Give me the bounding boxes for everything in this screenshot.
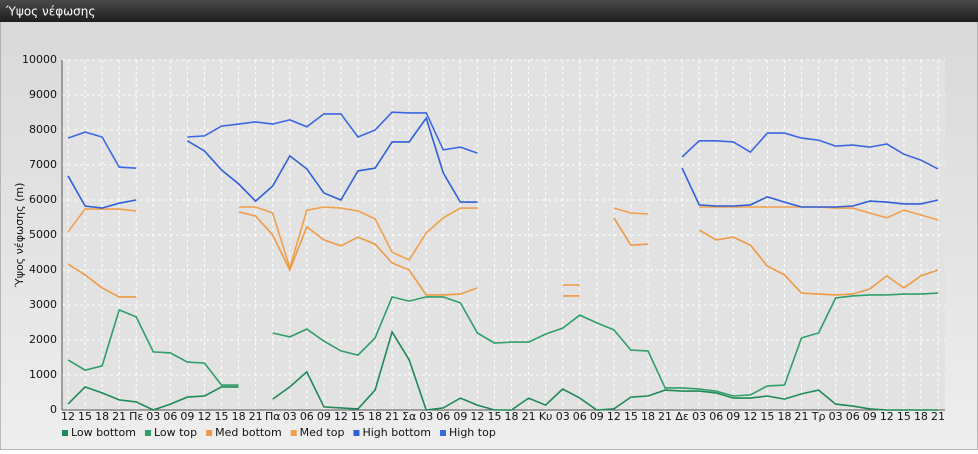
x-tick-label: Σα [402, 410, 416, 423]
x-tick-label: 18 [232, 410, 246, 423]
series-line [67, 211, 939, 298]
x-tick-label: 18 [368, 410, 382, 423]
x-tick-label: 12 [197, 410, 211, 423]
legend-swatch [440, 430, 446, 436]
x-tick-label: 06 [436, 410, 450, 423]
title-bar [0, 0, 978, 22]
x-tick-label: 06 [573, 410, 587, 423]
x-tick-label: 15 [487, 410, 501, 423]
legend-label: Low bottom [71, 426, 136, 439]
x-tick-label: 15 [897, 410, 911, 423]
legend-swatch [144, 430, 151, 436]
x-tick-label: 21 [385, 410, 399, 423]
chart-title: Ύψος νέφωσης [5, 5, 95, 19]
x-tick-label: 03 [829, 410, 843, 423]
x-tick-label: 21 [931, 410, 945, 423]
x-tick-label: 12 [470, 410, 484, 423]
x-tick-label: 12 [743, 410, 757, 423]
y-axis-label: Ύψος νέφωσης (m) [13, 183, 26, 289]
legend-swatch [353, 430, 360, 436]
x-tick-label: 09 [317, 410, 331, 423]
x-tick-label: 21 [795, 410, 809, 423]
x-tick-label: 18 [777, 410, 791, 423]
x-tick-label: 03 [692, 410, 706, 423]
legend-label: Med bottom [215, 426, 282, 439]
x-tick-label: 12 [61, 410, 75, 423]
legend-swatch [206, 430, 213, 436]
x-tick-label: 15 [351, 410, 365, 423]
y-tick-label: 1000 [29, 368, 57, 381]
x-tick-label: 18 [505, 410, 519, 423]
x-tick-label: Πα [265, 410, 281, 423]
y-tick-label: 4000 [29, 263, 57, 276]
x-tick-label: 06 [300, 410, 314, 423]
x-tick-label: 09 [726, 410, 740, 423]
y-tick-label: 5000 [29, 228, 57, 241]
x-tick-label: 09 [180, 410, 194, 423]
y-tick-label: 6000 [29, 193, 57, 206]
series-line [67, 329, 938, 411]
x-tick-label: 06 [709, 410, 723, 423]
x-tick-label: 21 [522, 410, 536, 423]
x-tick-label: 21 [249, 410, 263, 423]
x-tick-label: 15 [624, 410, 638, 423]
x-tick-label: 15 [760, 410, 774, 423]
x-tick-label: 18 [95, 410, 109, 423]
y-tick-label: 8000 [29, 123, 57, 136]
legend-label: High bottom [362, 426, 431, 439]
x-tick-label: 03 [283, 410, 297, 423]
x-tick-label: 03 [556, 410, 570, 423]
legend-label: High top [449, 426, 496, 439]
x-tick-label: 12 [334, 410, 348, 423]
x-tick-label: 06 [163, 410, 177, 423]
plot: 0 1000 2000 3000 4000 5000 6000 7000 8000 9000 100… [22, 53, 945, 439]
series-line [67, 292, 939, 397]
x-tick-label: Πε [129, 410, 143, 423]
x-tick-label: 03 [146, 410, 160, 423]
x-tick-label: 09 [590, 410, 604, 423]
y-tick-label: 2000 [29, 333, 57, 346]
x-tick-label: 18 [641, 410, 655, 423]
legend-swatch [62, 430, 68, 436]
y-tick-label: 0 [50, 403, 57, 416]
series-line [67, 111, 939, 170]
plot-area [62, 60, 945, 410]
x-tick-label: 21 [112, 410, 126, 423]
x-tick-label: 06 [846, 410, 860, 423]
legend-swatch [290, 430, 297, 436]
legend-label: Med top [300, 426, 345, 439]
y-tick-label: 10000 [22, 53, 57, 66]
x-tick-label: 03 [419, 410, 433, 423]
series-line [67, 206, 939, 286]
series-line [67, 116, 939, 209]
x-tick-label: 18 [914, 410, 928, 423]
x-tick-label: Δε [675, 410, 689, 423]
x-tick-label: Κυ [539, 410, 553, 423]
x-tick-label: 09 [453, 410, 467, 423]
x-tick-label: 12 [607, 410, 621, 423]
y-tick-label: 3000 [29, 298, 57, 311]
x-tick-label: 21 [658, 410, 672, 423]
y-tick-label: 9000 [29, 88, 57, 101]
x-tick-label: 09 [863, 410, 877, 423]
x-tick-label: 15 [78, 410, 92, 423]
x-tick-label: 15 [215, 410, 229, 423]
x-tick-label: 12 [880, 410, 894, 423]
y-tick-label: 7000 [29, 158, 57, 171]
x-tick-label: Τρ [811, 410, 826, 423]
legend-label: Low top [154, 426, 197, 439]
